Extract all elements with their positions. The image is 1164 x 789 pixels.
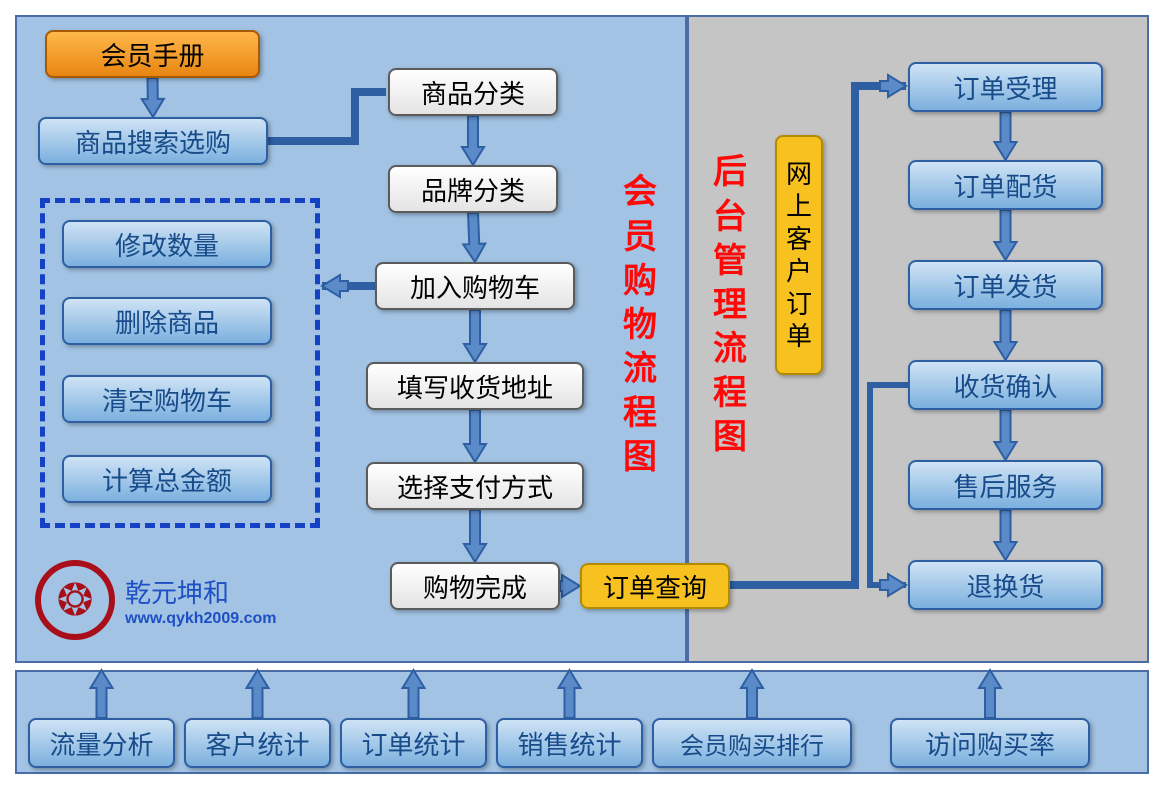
flowchart-root: 会员手册商品搜索选购修改数量删除商品清空购物车计算总金额 商品分类品牌分类加入购物…	[0, 0, 1164, 789]
calc-total: 计算总金额	[62, 455, 272, 503]
order-ship: 订单发货	[908, 260, 1103, 310]
product-search: 商品搜索选购	[38, 117, 268, 165]
sales-stats: 销售统计	[496, 718, 643, 768]
clear-cart: 清空购物车	[62, 375, 272, 423]
order-allocate: 订单配货	[908, 160, 1103, 210]
select-payment: 选择支付方式	[366, 462, 584, 510]
member-rank: 会员购买排行	[652, 718, 852, 768]
company-url: www.qykh2009.com	[125, 610, 276, 628]
order-query: 订单查询	[580, 563, 730, 609]
after-service: 售后服务	[908, 460, 1103, 510]
backend-flow-title: 后台管理流程图	[700, 95, 760, 515]
customer-stats: 客户统计	[184, 718, 331, 768]
modify-qty: 修改数量	[62, 220, 272, 268]
return-goods: 退换货	[908, 560, 1103, 610]
traffic-analysis: 流量分析	[28, 718, 175, 768]
add-to-cart: 加入购物车	[375, 262, 575, 310]
order-accept: 订单受理	[908, 62, 1103, 112]
fill-address: 填写收货地址	[366, 362, 584, 410]
receipt-confirm: 收货确认	[908, 360, 1103, 410]
shopping-done: 购物完成	[390, 562, 560, 610]
product-category: 商品分类	[388, 68, 558, 116]
dragon-logo-icon: ❂	[35, 560, 115, 640]
order-stats: 订单统计	[340, 718, 487, 768]
brand-category: 品牌分类	[388, 165, 558, 213]
member-manual: 会员手册	[45, 30, 260, 78]
company-logo: ❂ 乾元坤和www.qykh2009.com	[35, 560, 276, 640]
online-order: 网上客户订单	[775, 135, 823, 375]
member-flow-title: 会员购物流程图	[610, 95, 670, 555]
visit-rate: 访问购买率	[890, 718, 1090, 768]
company-name: 乾元坤和	[125, 573, 276, 610]
delete-product: 删除商品	[62, 297, 272, 345]
